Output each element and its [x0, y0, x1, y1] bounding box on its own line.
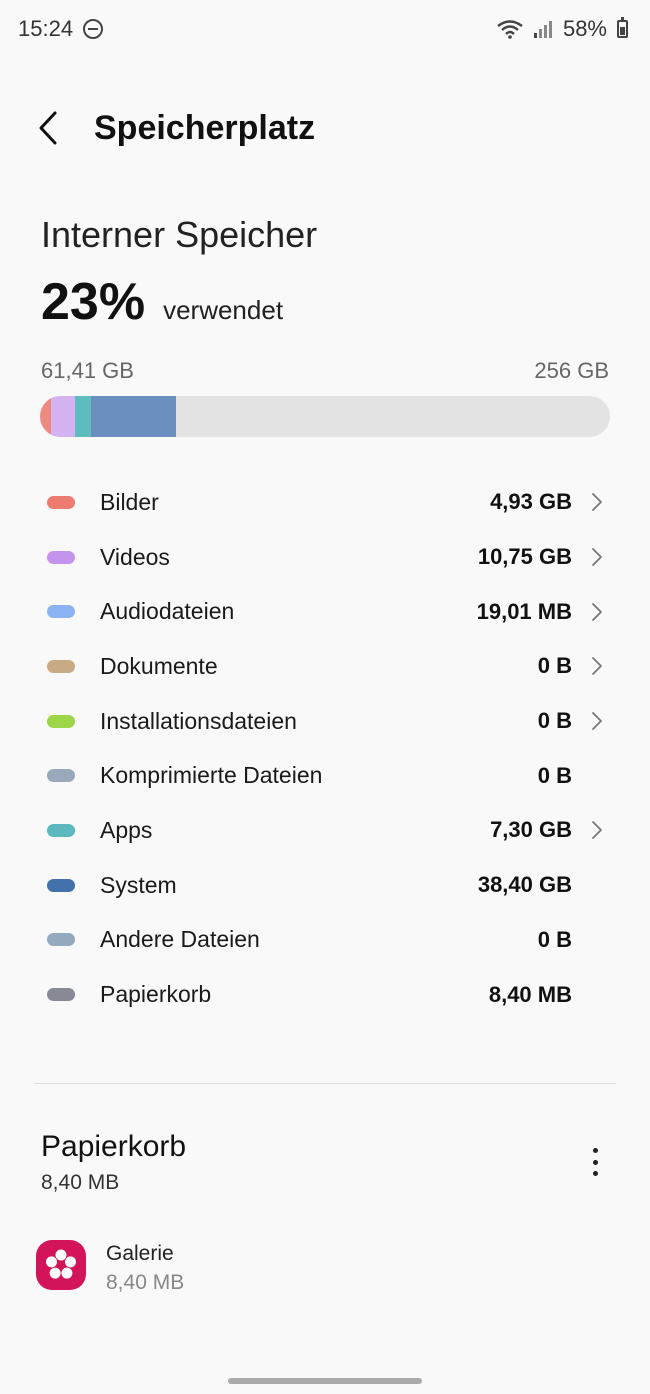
- category-name: Komprimierte Dateien: [100, 762, 323, 789]
- trash-app-size: 8,40 MB: [106, 1271, 185, 1294]
- more-vertical-icon: [592, 1148, 598, 1153]
- category-size: 0 B: [537, 762, 572, 788]
- category-size: 4,93 GB: [490, 489, 572, 515]
- category-name: Papierkorb: [100, 981, 212, 1008]
- back-button[interactable]: [36, 110, 72, 146]
- category-color-dot: [47, 988, 75, 1002]
- category-size: 0 B: [537, 708, 572, 734]
- used-capacity: 61,41 GB: [41, 358, 134, 383]
- page-title: Speicherplatz: [94, 108, 316, 147]
- status-time: 15:24: [18, 16, 74, 41]
- gallery-flower-icon: [36, 1240, 86, 1290]
- trash-app-name: Galerie: [106, 1242, 174, 1265]
- chevron-right-icon: [592, 493, 602, 512]
- category-size: 38,40 GB: [477, 872, 572, 898]
- category-item[interactable]: Videos 10,75 GB: [0, 530, 650, 585]
- category-item: Papierkorb 8,40 MB: [0, 967, 650, 1022]
- category-item[interactable]: Installationsdateien 0 B: [0, 694, 650, 749]
- category-color-dot: [47, 769, 75, 783]
- more-vertical-icon-dot: [592, 1159, 598, 1165]
- battery-icon: [617, 17, 628, 38]
- chevron-right-icon: [592, 548, 602, 566]
- category-size: 7,30 GB: [490, 817, 572, 843]
- chevron-right-icon: [592, 821, 602, 840]
- category-name: Installationsdateien: [100, 707, 297, 734]
- category-size: 0 B: [537, 653, 572, 679]
- category-name: Andere Dateien: [100, 926, 260, 953]
- usage-word: verwendet: [163, 295, 284, 325]
- category-name: Videos: [100, 543, 170, 570]
- trash-section-title: Papierkorb: [41, 1130, 187, 1163]
- flower-icon: [46, 1249, 76, 1279]
- chevron-left-icon: [39, 111, 57, 145]
- category-item[interactable]: Bilder 4,93 GB: [0, 475, 650, 530]
- category-color-dot: [47, 823, 75, 837]
- chevron-right-icon: [592, 712, 602, 730]
- trash-section-size: 8,40 MB: [41, 1171, 120, 1194]
- more-vertical-icon-dot: [592, 1171, 598, 1176]
- status-right: 58%: [497, 16, 628, 42]
- battery-percent: 58%: [562, 16, 607, 41]
- more-options-button[interactable]: [580, 1144, 610, 1180]
- category-color-dot: [47, 933, 75, 947]
- usage-percent: 23%: [41, 273, 146, 331]
- category-name: Apps: [100, 816, 153, 843]
- category-item[interactable]: Audiodateien 19,01 MB: [0, 584, 650, 639]
- category-color-dot: [47, 495, 75, 509]
- category-name: Bilder: [100, 488, 159, 515]
- category-color-dot: [47, 605, 75, 619]
- app-header: Speicherplatz: [36, 96, 315, 160]
- total-capacity: 256 GB: [534, 358, 609, 383]
- category-item[interactable]: Apps 7,30 GB: [0, 803, 650, 858]
- chevron-right-icon: [592, 657, 602, 676]
- chevron-right-icon: [592, 602, 602, 621]
- category-name: System: [100, 871, 177, 898]
- bar-segment-apps: [74, 396, 91, 437]
- category-size: 19,01 MB: [476, 598, 572, 624]
- storage-usage-bar: [40, 396, 610, 437]
- category-size: 8,40 MB: [488, 981, 572, 1007]
- signal-icon: [533, 21, 552, 38]
- category-size: 10,75 GB: [477, 544, 572, 570]
- capacity-row: 61,41 GB 256 GB: [41, 358, 609, 384]
- category-color-dot: [47, 550, 75, 564]
- category-name: Dokumente: [100, 652, 218, 679]
- section-divider: [34, 1083, 616, 1084]
- category-list: Bilder 4,93 GB Videos 10,75 GB Audiodateien 1…: [0, 475, 650, 1022]
- wifi-icon: [497, 20, 523, 39]
- category-name: Audiodateien: [100, 598, 235, 625]
- category-color-dot: [47, 878, 75, 892]
- bar-segment-system: [90, 396, 177, 437]
- bar-segment-videos: [50, 396, 75, 437]
- status-left: 15:24: [18, 16, 104, 42]
- category-item[interactable]: Dokumente 0 B: [0, 639, 650, 694]
- usage-summary: 23% verwendet: [41, 272, 283, 332]
- storage-label: Interner Speicher: [41, 214, 318, 255]
- category-color-dot: [47, 659, 75, 673]
- category-item: System 38,40 GB: [0, 858, 650, 913]
- category-item: Andere Dateien 0 B: [0, 913, 650, 968]
- bar-segment-bilder: [40, 396, 51, 437]
- home-indicator[interactable]: [228, 1378, 422, 1384]
- trash-app-item[interactable]: Galerie 8,40 MB: [0, 1238, 650, 1300]
- category-color-dot: [47, 714, 75, 728]
- category-size: 0 B: [537, 926, 572, 952]
- do-not-disturb-icon: [83, 19, 104, 39]
- status-bar: 15:24 58%: [0, 0, 650, 58]
- category-item: Komprimierte Dateien 0 B: [0, 748, 650, 803]
